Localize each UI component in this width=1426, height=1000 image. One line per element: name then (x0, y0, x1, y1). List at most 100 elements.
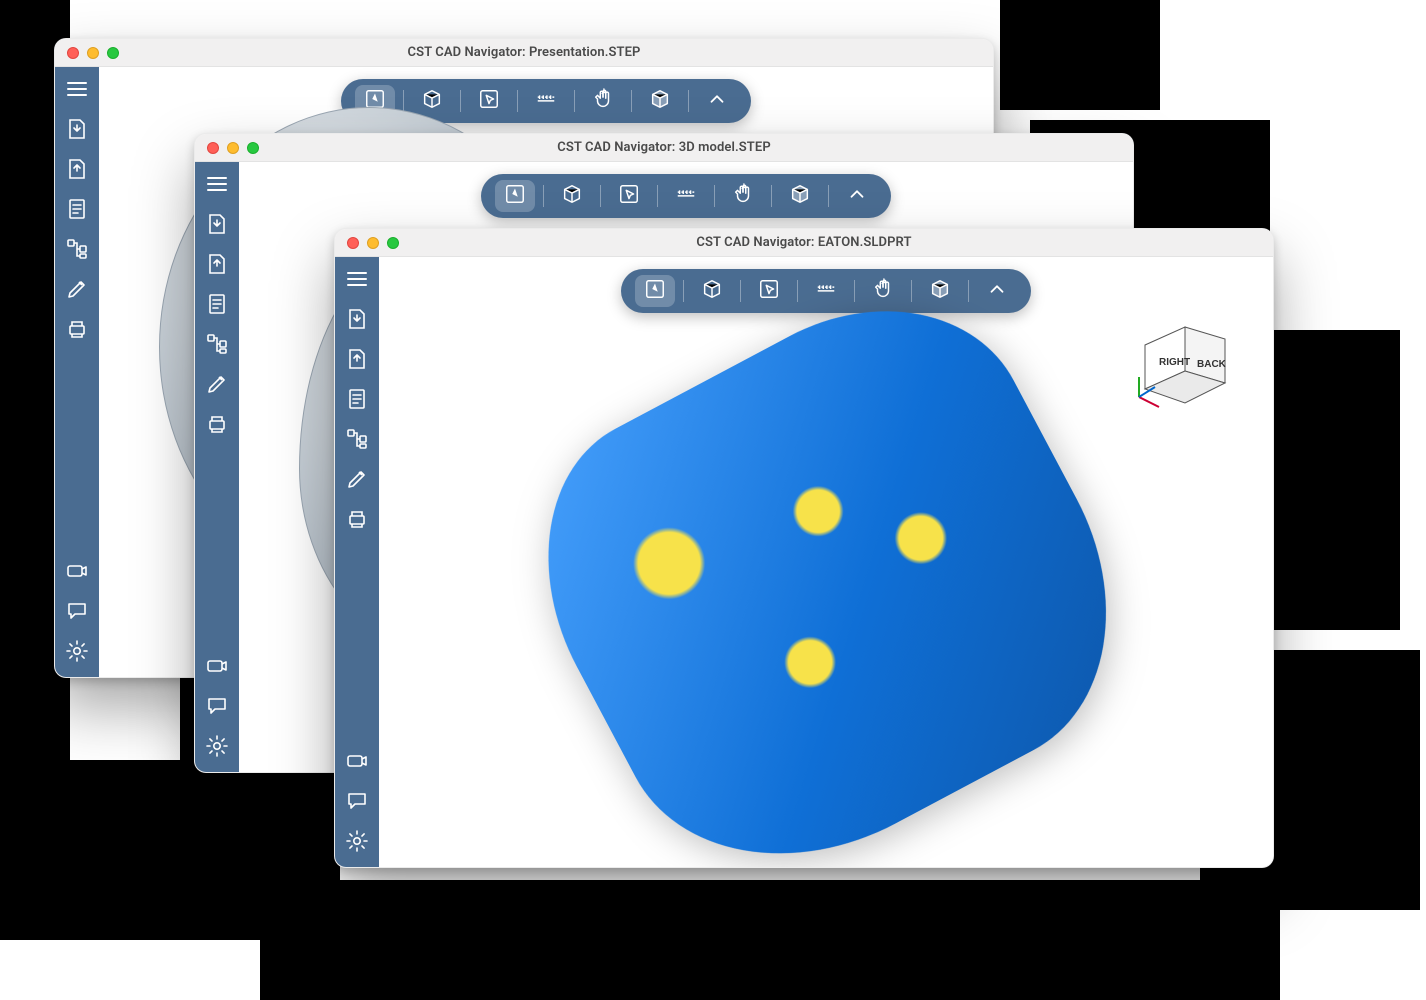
pointer-icon (478, 88, 500, 114)
titlebar[interactable]: CST CAD Navigator: EATON.SLDPRT (335, 229, 1273, 257)
sidebar-print-button[interactable] (199, 408, 235, 444)
toolbar-measure-button[interactable] (526, 85, 566, 117)
sidebar-page-button[interactable] (59, 193, 95, 229)
sidebar-export-button[interactable] (59, 153, 95, 189)
toolbar-shade-button[interactable] (920, 275, 960, 307)
toolbar-views-button[interactable] (635, 275, 675, 307)
close-button[interactable] (347, 237, 359, 249)
toolbar-more-button[interactable] (977, 275, 1017, 307)
model-3d-blue[interactable] (487, 257, 1171, 867)
sidebar-tree-button[interactable] (59, 233, 95, 269)
zoom-button[interactable] (107, 47, 119, 59)
sidebar-menu-button[interactable] (339, 263, 375, 299)
toolbar-views-button[interactable] (495, 180, 535, 212)
close-button[interactable] (67, 47, 79, 59)
solidcube-icon (789, 183, 811, 209)
app-window: CST CAD Navigator: EATON.SLDPRT (334, 228, 1274, 868)
toolbar-shade-button[interactable] (780, 180, 820, 212)
menu-icon (65, 77, 89, 105)
toolbar-pan-button[interactable] (723, 180, 763, 212)
sidebar-sketch-button[interactable] (59, 273, 95, 309)
sidebar-print-button[interactable] (59, 313, 95, 349)
view-cube[interactable]: RIGHT BACK (1135, 317, 1255, 417)
window-body: RIGHT BACK (335, 257, 1273, 867)
toolbar-separator (688, 90, 689, 112)
sidebar (335, 257, 379, 867)
comment-icon (65, 599, 89, 627)
toolbar-measure-button[interactable] (666, 180, 706, 212)
import-icon (65, 117, 89, 145)
sidebar-settings-button[interactable] (199, 730, 235, 766)
titlebar[interactable]: CST CAD Navigator: Presentation.STEP (55, 39, 993, 67)
cube-icon (561, 183, 583, 209)
close-button[interactable] (207, 142, 219, 154)
import-icon (205, 212, 229, 240)
toolbar-measure-button[interactable] (806, 275, 846, 307)
toolbar-separator (600, 185, 601, 207)
toolbar-separator (911, 280, 912, 302)
zoom-button[interactable] (247, 142, 259, 154)
sidebar (195, 162, 239, 772)
toolbar-separator (683, 280, 684, 302)
toolbar-cube-button[interactable] (412, 85, 452, 117)
sidebar-settings-button[interactable] (339, 825, 375, 861)
sidebar-import-button[interactable] (339, 303, 375, 339)
toolbar-separator (968, 280, 969, 302)
sidebar-menu-button[interactable] (59, 73, 95, 109)
sidebar-export-button[interactable] (339, 343, 375, 379)
zoom-button[interactable] (387, 237, 399, 249)
titlebar[interactable]: CST CAD Navigator: 3D model.STEP (195, 134, 1133, 162)
toolbar-cube-button[interactable] (552, 180, 592, 212)
ruler-icon (535, 88, 557, 114)
sidebar-sketch-button[interactable] (339, 463, 375, 499)
toolbar-pan-button[interactable] (583, 85, 623, 117)
chevron-icon (846, 183, 868, 209)
toolbar-cube-button[interactable] (692, 275, 732, 307)
minimize-button[interactable] (87, 47, 99, 59)
toolbar-more-button[interactable] (697, 85, 737, 117)
sidebar-tree-button[interactable] (339, 423, 375, 459)
sidebar-comment-button[interactable] (59, 595, 95, 631)
camera-icon (345, 749, 369, 777)
sidebar-page-button[interactable] (339, 383, 375, 419)
sidebar-page-button[interactable] (199, 288, 235, 324)
toolbar-shade-button[interactable] (640, 85, 680, 117)
sidebar-tree-button[interactable] (199, 328, 235, 364)
sidebar-record-button[interactable] (59, 555, 95, 591)
toolbar-select-button[interactable] (469, 85, 509, 117)
compass-icon (504, 183, 526, 209)
toolbar-separator (517, 90, 518, 112)
sidebar-sketch-button[interactable] (199, 368, 235, 404)
cube-icon (701, 278, 723, 304)
viewport-toolbar (481, 174, 891, 218)
sidebar-settings-button[interactable] (59, 635, 95, 671)
sidebar-comment-button[interactable] (339, 785, 375, 821)
toolbar-more-button[interactable] (837, 180, 877, 212)
minimize-button[interactable] (227, 142, 239, 154)
tree-icon (205, 332, 229, 360)
sidebar-export-button[interactable] (199, 248, 235, 284)
sketch-icon (205, 372, 229, 400)
page-icon (345, 387, 369, 415)
sidebar-record-button[interactable] (199, 650, 235, 686)
sidebar-record-button[interactable] (339, 745, 375, 781)
minimize-button[interactable] (367, 237, 379, 249)
sidebar-comment-button[interactable] (199, 690, 235, 726)
toolbar-select-button[interactable] (749, 275, 789, 307)
window-controls (347, 229, 399, 256)
toolbar-select-button[interactable] (609, 180, 649, 212)
toolbar-separator (657, 185, 658, 207)
sidebar-import-button[interactable] (199, 208, 235, 244)
viewcube-back-label: BACK (1197, 359, 1227, 370)
toolbar-pan-button[interactable] (863, 275, 903, 307)
toolbar-separator (771, 185, 772, 207)
viewport-3d[interactable]: RIGHT BACK (379, 257, 1273, 867)
toolbar-separator (828, 185, 829, 207)
sidebar-import-button[interactable] (59, 113, 95, 149)
print-icon (345, 507, 369, 535)
window-title: CST CAD Navigator: Presentation.STEP (407, 45, 640, 60)
sidebar-menu-button[interactable] (199, 168, 235, 204)
sidebar-print-button[interactable] (339, 503, 375, 539)
toolbar-separator (403, 90, 404, 112)
pointer-icon (618, 183, 640, 209)
